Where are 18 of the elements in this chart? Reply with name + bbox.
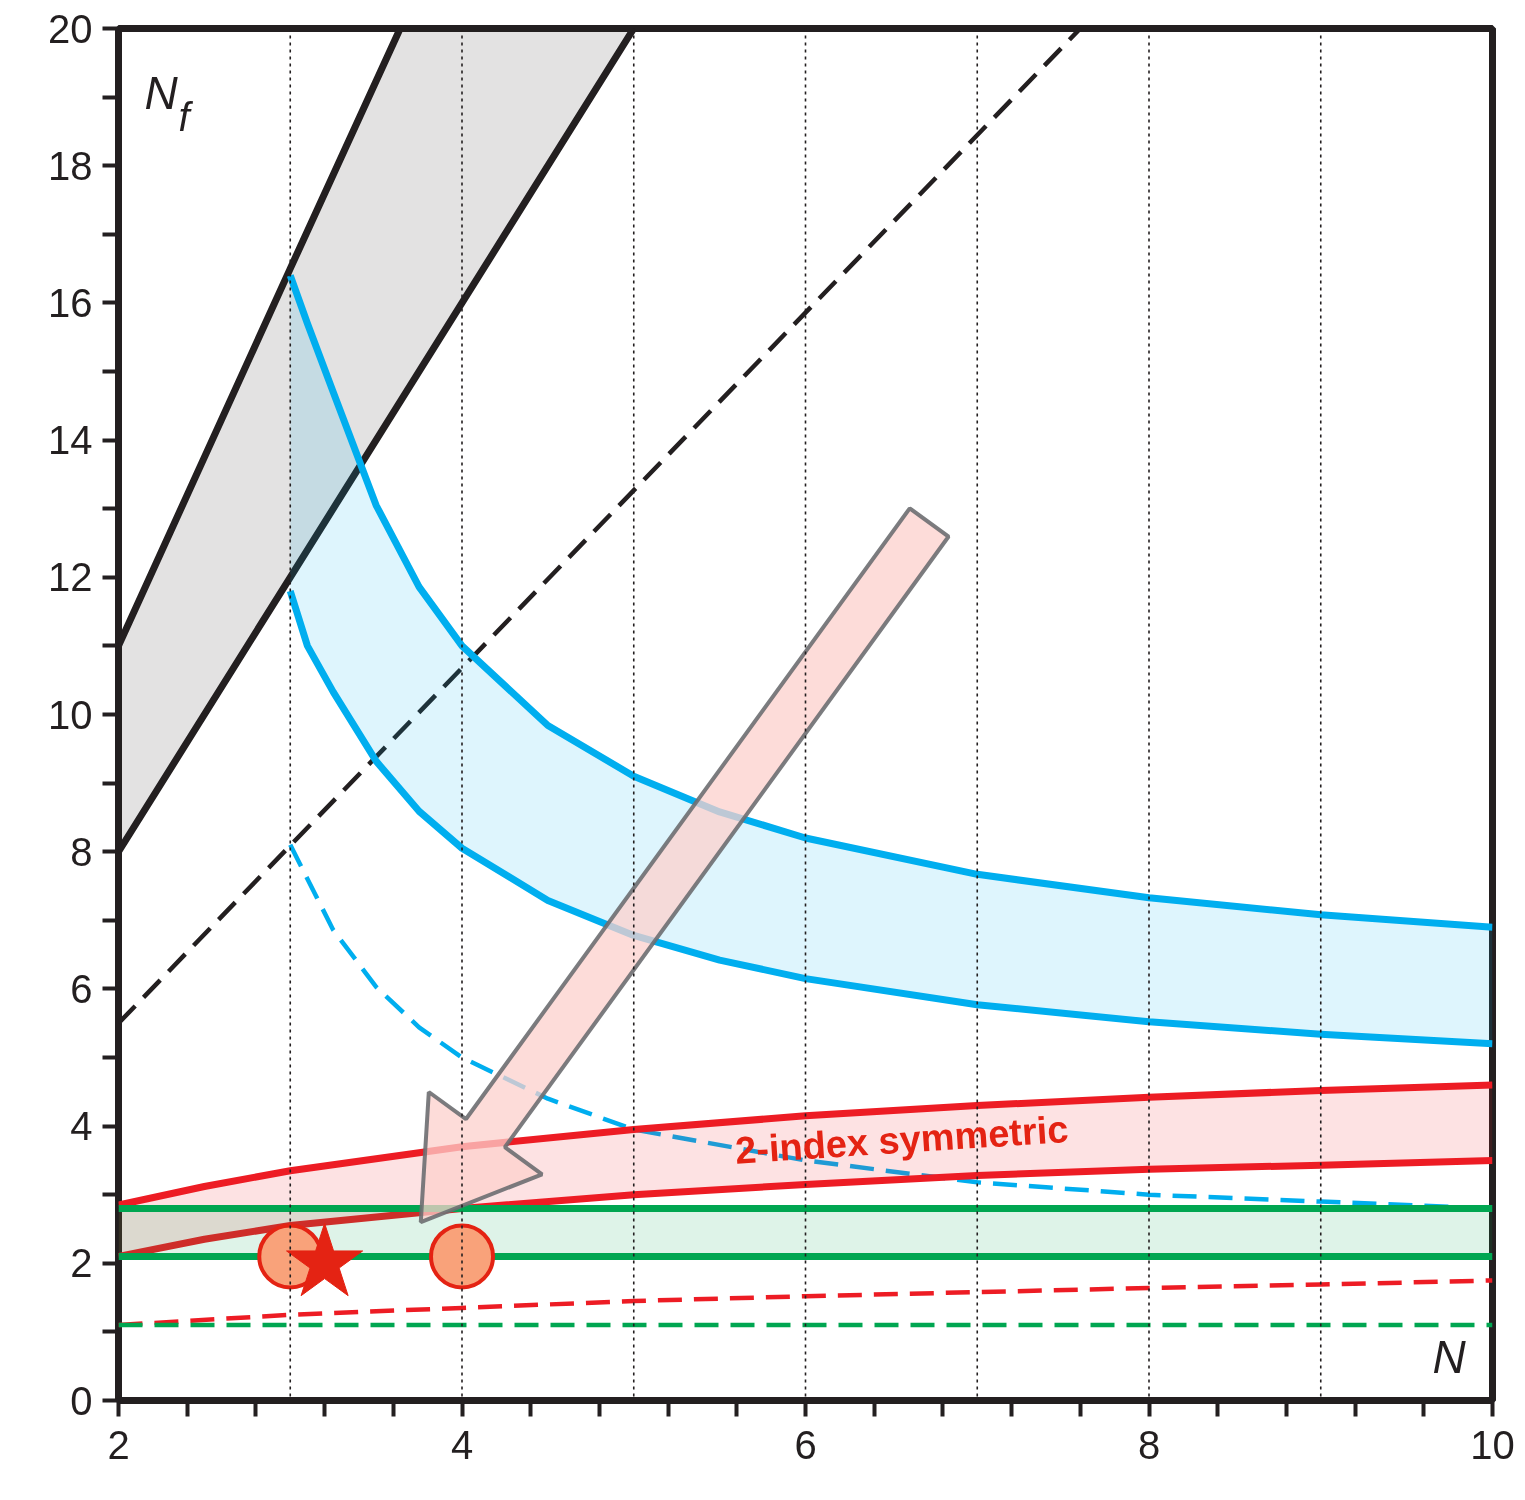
x-tick-label: 2 [107,1422,130,1467]
x-tick-label: 6 [794,1422,817,1467]
y-tick-label: 0 [70,1378,93,1423]
annotation: 2-index symmetric [733,1108,1070,1172]
y-tick-label: 16 [48,280,93,325]
y-tick-label: 12 [48,555,93,600]
x-axis-title: N [1432,1330,1467,1383]
x-tick-label: 10 [1470,1422,1515,1467]
y-tick-label: 2 [70,1241,93,1286]
y-tick-label: 6 [70,966,93,1011]
y-tick-label: 8 [70,829,93,874]
y-tick-label: 4 [70,1104,93,1149]
x-tick-label: 4 [450,1422,474,1467]
y-tick-label: 14 [48,418,93,463]
y-tick-label: 18 [48,143,93,188]
y-tick-label: 20 [48,6,93,51]
y-tick-label: 10 [48,692,93,737]
x-tick-label: 8 [1137,1422,1161,1467]
